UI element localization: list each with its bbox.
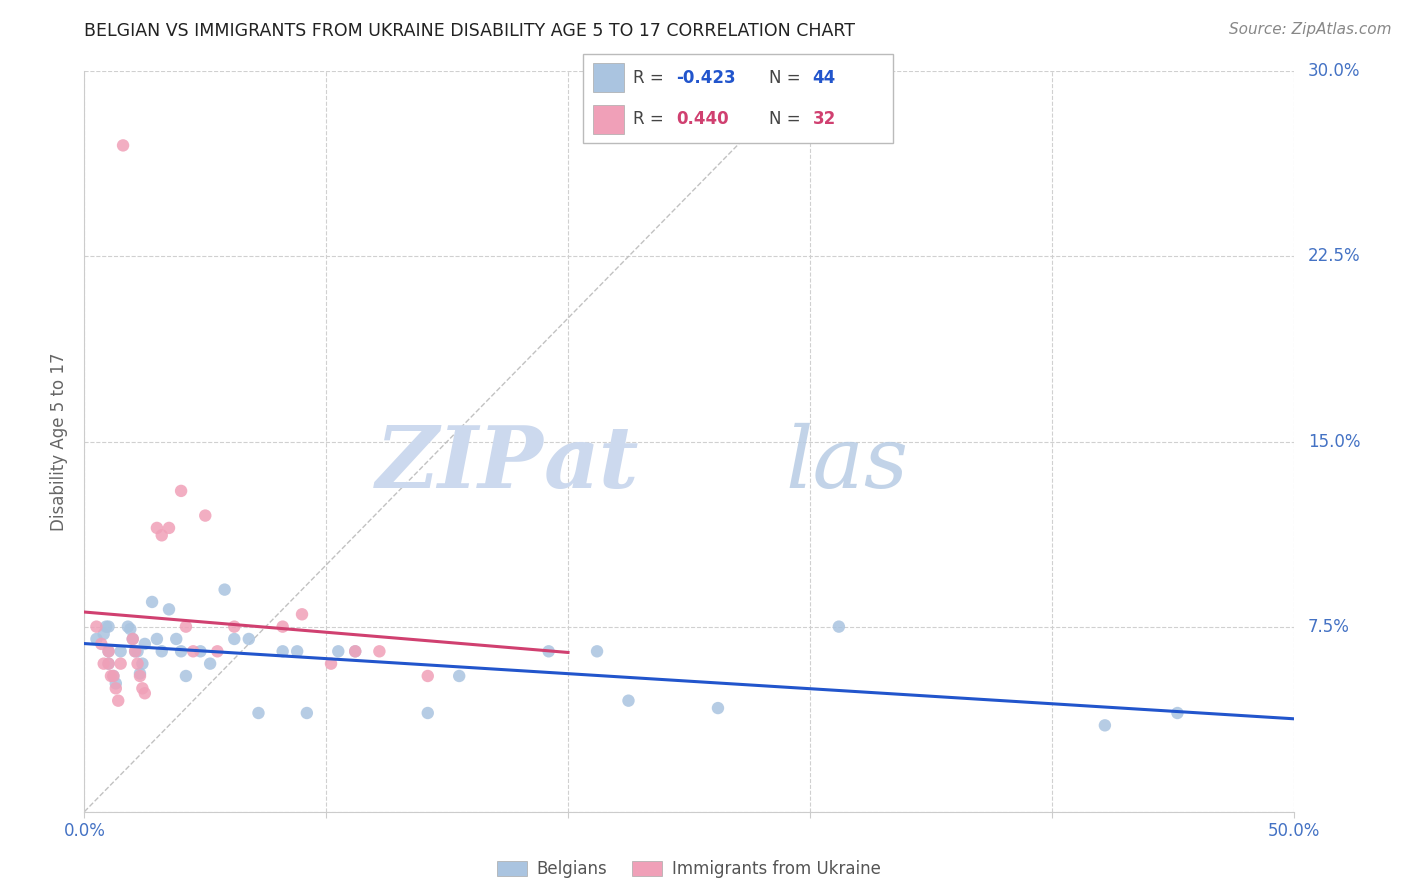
Point: [707, 701, 730, 715]
Point: [285, 644, 308, 658]
Point: [146, 521, 169, 535]
Text: 22.5%: 22.5%: [1308, 247, 1361, 266]
Point: [120, 622, 142, 636]
Text: ZIP: ZIP: [375, 422, 544, 506]
Text: 30.0%: 30.0%: [1308, 62, 1361, 80]
Point: [194, 508, 217, 523]
Point: [157, 521, 180, 535]
Point: [174, 669, 197, 683]
Point: [328, 644, 350, 658]
Point: [93, 657, 115, 671]
Point: [104, 676, 127, 690]
Point: [271, 644, 294, 658]
FancyBboxPatch shape: [593, 105, 624, 134]
Point: [97, 657, 120, 671]
Point: [1094, 718, 1116, 732]
Point: [319, 657, 342, 671]
FancyBboxPatch shape: [583, 54, 893, 143]
Point: [129, 669, 152, 683]
Y-axis label: Disability Age 5 to 17: Disability Age 5 to 17: [51, 352, 69, 531]
Point: [97, 619, 120, 633]
Point: [121, 632, 143, 646]
Point: [141, 595, 163, 609]
Legend: Belgians, Immigrants from Ukraine: Belgians, Immigrants from Ukraine: [489, 854, 889, 885]
Point: [110, 644, 132, 658]
Point: [170, 483, 193, 498]
Point: [586, 644, 609, 658]
Point: [100, 669, 122, 683]
Point: [190, 644, 212, 658]
Point: [110, 657, 132, 671]
Point: [617, 694, 640, 708]
Point: [127, 644, 149, 658]
Point: [214, 582, 236, 597]
Text: at: at: [544, 422, 640, 506]
Point: [224, 619, 246, 633]
Point: [238, 632, 260, 646]
Point: [181, 644, 204, 658]
Point: [157, 602, 180, 616]
Point: [134, 686, 156, 700]
Point: [107, 694, 129, 708]
Text: BELGIAN VS IMMIGRANTS FROM UKRAINE DISABILITY AGE 5 TO 17 CORRELATION CHART: BELGIAN VS IMMIGRANTS FROM UKRAINE DISAB…: [84, 22, 855, 40]
Point: [344, 644, 367, 658]
Point: [150, 644, 173, 658]
Text: Source: ZipAtlas.com: Source: ZipAtlas.com: [1229, 22, 1392, 37]
Text: N =: N =: [769, 69, 806, 87]
Point: [124, 644, 146, 658]
Point: [86, 632, 108, 646]
Text: 0.440: 0.440: [676, 110, 728, 128]
Text: N =: N =: [769, 110, 806, 128]
Point: [131, 681, 153, 696]
Point: [165, 632, 187, 646]
Point: [449, 669, 471, 683]
Text: 44: 44: [813, 69, 835, 87]
Point: [117, 619, 139, 633]
Point: [271, 619, 294, 633]
Point: [537, 644, 560, 658]
Point: [1166, 706, 1188, 720]
Text: R =: R =: [633, 69, 669, 87]
FancyBboxPatch shape: [593, 63, 624, 92]
Point: [97, 657, 120, 671]
Point: [131, 657, 153, 671]
Point: [90, 637, 112, 651]
Point: [121, 632, 143, 646]
Point: [94, 619, 117, 633]
Point: [416, 706, 439, 720]
Point: [97, 644, 120, 658]
Point: [93, 627, 115, 641]
Point: [97, 644, 120, 658]
Point: [103, 669, 125, 683]
Text: las: las: [786, 423, 908, 505]
Text: -0.423: -0.423: [676, 69, 735, 87]
Point: [174, 619, 197, 633]
Point: [368, 644, 391, 658]
Point: [129, 666, 152, 681]
Point: [416, 669, 439, 683]
Point: [247, 706, 270, 720]
Text: R =: R =: [633, 110, 675, 128]
Point: [86, 619, 108, 633]
Point: [127, 657, 149, 671]
Point: [291, 607, 314, 622]
Point: [828, 619, 851, 633]
Text: 7.5%: 7.5%: [1308, 617, 1350, 636]
Point: [170, 644, 193, 658]
Point: [104, 681, 127, 696]
Point: [150, 528, 173, 542]
Point: [207, 644, 229, 658]
Point: [112, 138, 135, 153]
Point: [103, 669, 125, 683]
Point: [146, 632, 169, 646]
Point: [295, 706, 318, 720]
Point: [224, 632, 246, 646]
Text: 32: 32: [813, 110, 835, 128]
Point: [134, 637, 156, 651]
Point: [124, 644, 146, 658]
Point: [198, 657, 221, 671]
Point: [344, 644, 367, 658]
Text: 15.0%: 15.0%: [1308, 433, 1361, 450]
